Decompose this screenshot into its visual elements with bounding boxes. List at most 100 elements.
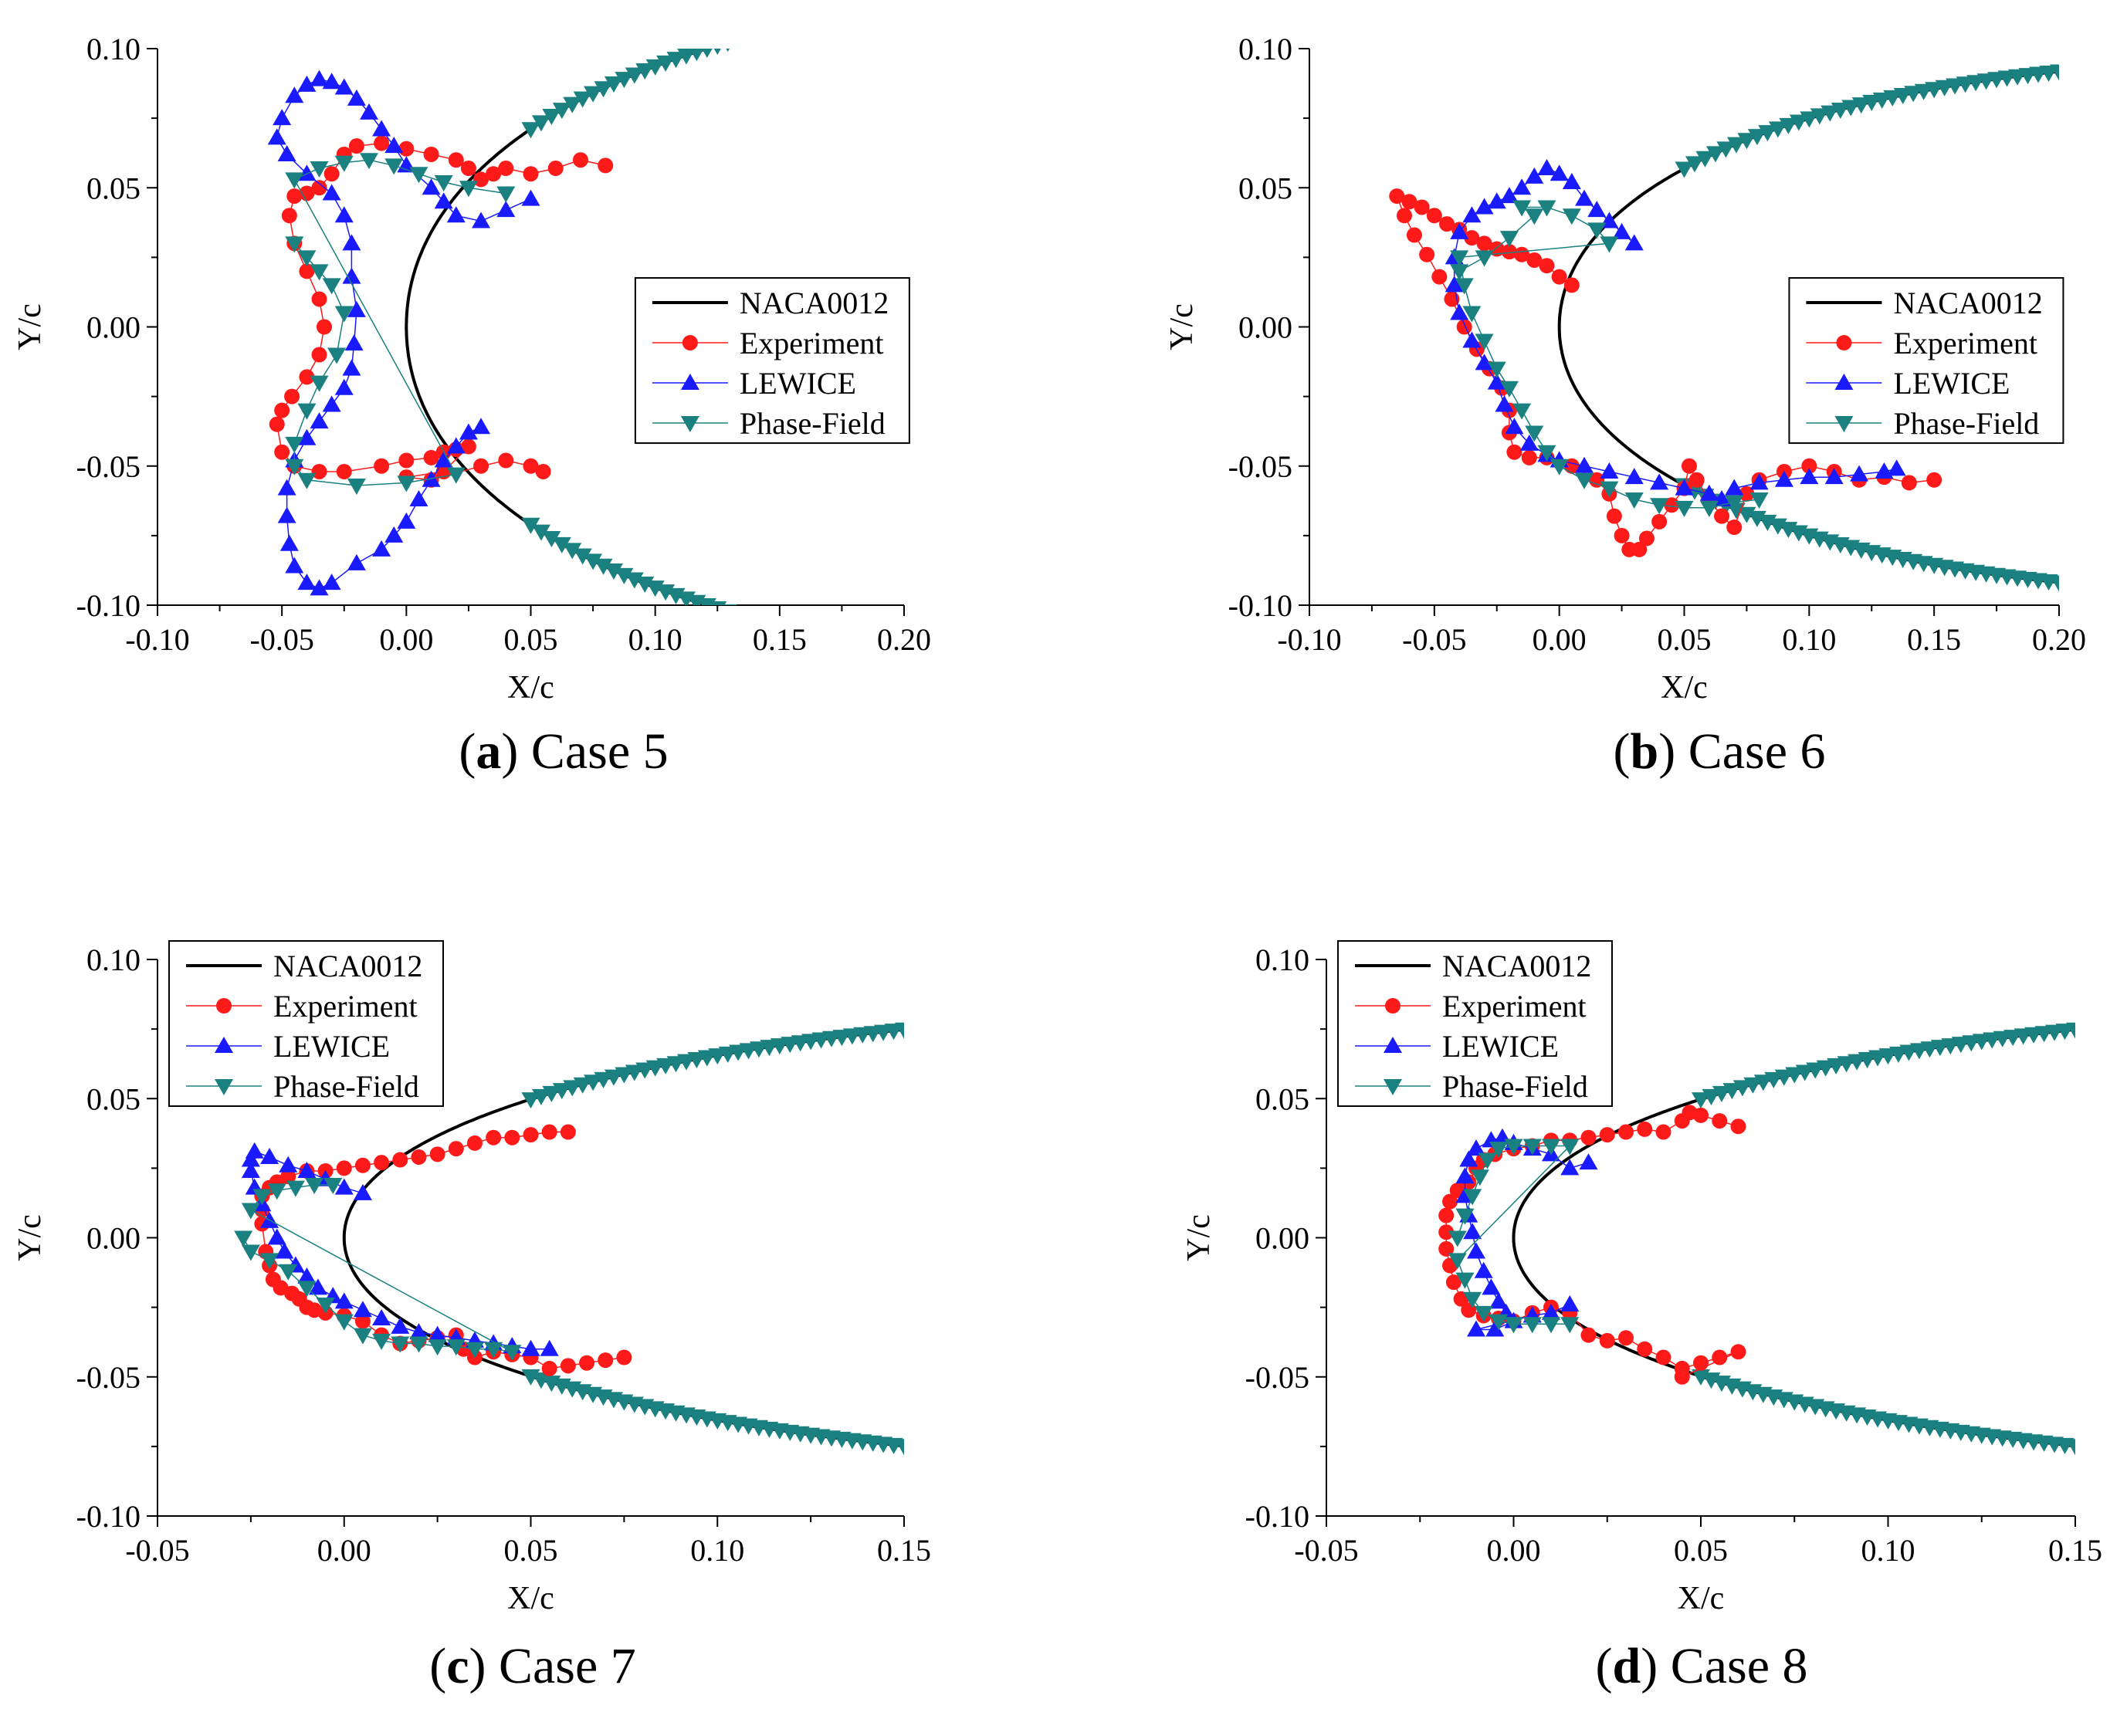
phase-field-point (297, 1281, 317, 1298)
legend-label: Experiment (1442, 989, 1587, 1024)
lewice-point (1675, 479, 1694, 496)
phase-field-point (297, 403, 317, 420)
phase-field-point (1489, 1142, 1509, 1159)
lewice-point (297, 574, 317, 591)
experiment-point (1501, 244, 1517, 260)
phasefield-surface-point (895, 1, 913, 17)
phase-field-point (1525, 425, 1544, 442)
experiment-point (572, 152, 588, 168)
experiment-point (1426, 208, 1442, 224)
phasefield-surface-point (689, 49, 704, 62)
experiment-point (448, 1141, 464, 1157)
lewice-point (322, 395, 341, 412)
lewice-point (342, 359, 361, 376)
phasefield-surface-point (1675, 161, 1694, 178)
phase-field-point (316, 1298, 335, 1315)
phase-field-point (286, 1180, 305, 1197)
lewice-point (1462, 206, 1482, 223)
lewice-point (1450, 303, 1469, 320)
phasefield-surface-point (697, 597, 716, 605)
phasefield-surface-point (1816, 1060, 1835, 1077)
phasefield-surface-point (781, 20, 799, 36)
legend-label: Phase-Field (1893, 406, 2039, 441)
experiment-point (286, 188, 303, 205)
phase-field-point (327, 347, 347, 364)
phase-field-point (353, 1328, 372, 1345)
experiment-point (1638, 530, 1655, 547)
phase-field-point (1448, 1253, 1467, 1270)
lewice-point (1542, 1303, 1560, 1320)
legend-label: Phase-Field (740, 406, 886, 441)
phasefield-surface-point (2066, 1022, 2075, 1039)
experiment-point (498, 161, 514, 177)
phase-field-point (1504, 1317, 1523, 1334)
legend: NACA0012 Experiment LEWICE Phase-Field (168, 940, 444, 1107)
phase-field-point (334, 306, 354, 323)
lewice-point (428, 1325, 447, 1342)
phasefield-surface-point (552, 1083, 571, 1100)
phasefield-surface-point (718, 604, 737, 605)
y-axis-title: Y/c (12, 303, 48, 350)
lewice-point (334, 1178, 354, 1195)
y-tick-label: 0.10 (1238, 32, 1292, 66)
experiment-point (316, 319, 332, 335)
legend-label: Experiment (1893, 326, 2037, 360)
experiment-point (1606, 508, 1622, 524)
x-tick-label: -0.05 (125, 1533, 189, 1568)
x-tick-label: 0.10 (1782, 622, 1836, 657)
lewice-point (422, 178, 441, 195)
lewice-point (1525, 167, 1544, 184)
x-axis-title: X/c (507, 1581, 554, 1616)
legend-marker (216, 998, 232, 1014)
phasefield-surface-point (645, 1060, 665, 1077)
x-tick-label: 0.15 (753, 622, 807, 657)
experiment-point (274, 444, 290, 460)
experiment-point (374, 1155, 390, 1171)
phase-field-point (1542, 1317, 1560, 1334)
x-tick-label: 0.00 (317, 1533, 371, 1568)
experiment-point (1901, 475, 1917, 491)
phase-field-point (1448, 1230, 1467, 1247)
experiment-point (1730, 1118, 1746, 1135)
experiment-point (1401, 194, 1417, 210)
experiment-point (547, 161, 564, 177)
lewice-point (297, 1161, 317, 1178)
legend-marker (1836, 335, 1852, 351)
phase-field-point (323, 1178, 343, 1195)
x-tick-label: 0.05 (1658, 622, 1712, 657)
experiment-point (473, 458, 489, 474)
lewice-point (342, 234, 361, 251)
x-tick-label: 0.00 (1533, 622, 1587, 657)
lewice-point (1487, 192, 1506, 209)
phasefield-surface-point (1702, 1088, 1721, 1105)
experiment-point (523, 166, 539, 182)
experiment-point (336, 1160, 352, 1176)
experiment-point (311, 463, 327, 479)
lewice-point (521, 189, 540, 206)
experiment-point (1712, 1349, 1728, 1365)
phasefield-surface-point (760, 25, 778, 41)
x-tick-label: -0.05 (250, 622, 314, 657)
experiment-point (1445, 1274, 1461, 1291)
phasefield-surface-point (584, 86, 603, 103)
experiment-point (311, 347, 327, 363)
experiment-point (1456, 319, 1472, 335)
x-tick-label: -0.10 (125, 622, 189, 657)
phase-field-point (1725, 495, 1744, 512)
experiment-point (398, 140, 415, 157)
experiment-point (1926, 472, 1942, 488)
lewice-point (1650, 473, 1669, 490)
phasefield-surface-point (832, 10, 851, 26)
phase-field-point (1587, 222, 1607, 239)
phase-field-point (1455, 278, 1474, 295)
experiment-point (1521, 449, 1537, 465)
experiment-point (1389, 188, 1405, 205)
phasefield-surface-point (843, 8, 862, 25)
experiment-point (1464, 230, 1480, 246)
phase-field-point (1675, 500, 1694, 517)
legend-marker (1834, 416, 1854, 433)
experiment-point (541, 1360, 557, 1376)
phase-field-point (347, 478, 366, 495)
legend-marker (1834, 374, 1854, 391)
phasefield-surface-point (729, 607, 747, 624)
